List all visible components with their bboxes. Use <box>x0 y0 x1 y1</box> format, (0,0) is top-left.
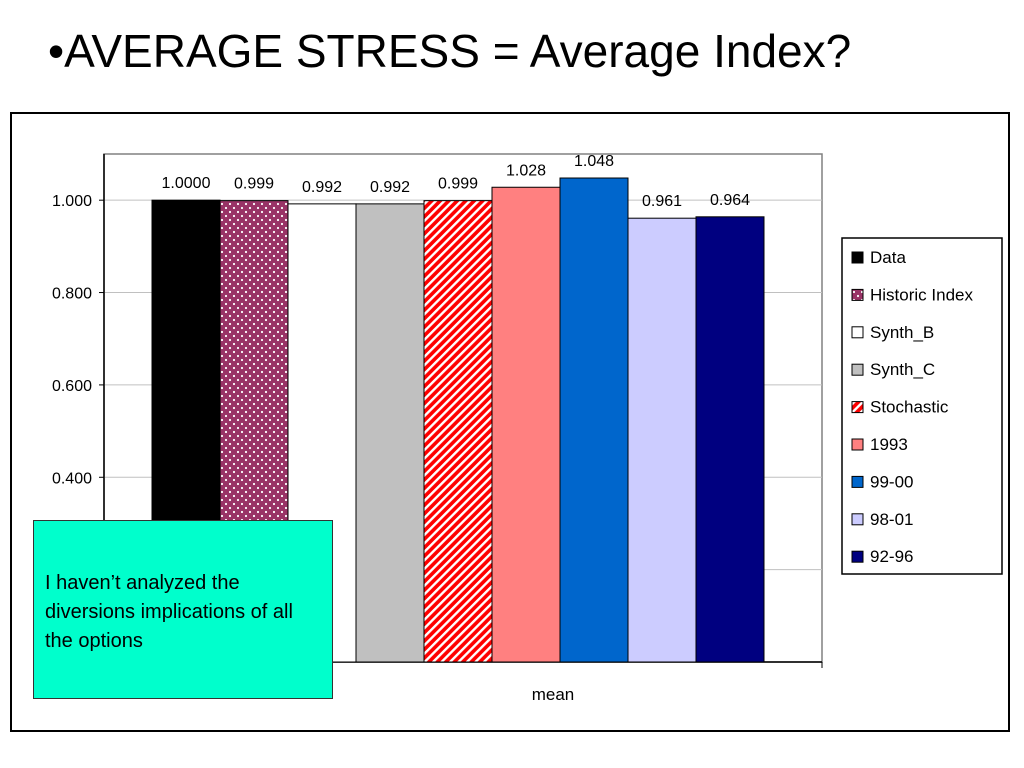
y-tick-label: 0.400 <box>52 470 92 487</box>
legend-label: 99-00 <box>870 472 913 491</box>
data-label: 1.028 <box>506 162 546 179</box>
data-label: 0.992 <box>370 179 410 196</box>
bar-1993 <box>491 186 561 663</box>
legend-swatch <box>851 363 864 376</box>
slide-title: •AVERAGE STRESS = Average Index? <box>48 25 852 77</box>
y-tick-label: 0.600 <box>52 378 92 395</box>
bar-99-00 <box>559 177 629 663</box>
legend-label: 92-96 <box>870 547 913 566</box>
legend-swatch <box>851 513 864 526</box>
y-tick-label: 0.800 <box>52 286 92 303</box>
bar-98-01 <box>627 217 697 663</box>
data-label: 1.0000 <box>162 175 211 192</box>
data-label: 1.048 <box>574 153 614 170</box>
legend-label: Stochastic <box>870 398 949 417</box>
data-label: 0.961 <box>642 193 682 210</box>
legend-box <box>841 237 1003 575</box>
legend-swatch <box>851 401 864 414</box>
legend-swatch <box>851 475 864 488</box>
legend-label: Synth_B <box>870 323 934 342</box>
legend-swatch <box>851 326 864 339</box>
legend-label: 1993 <box>870 435 908 454</box>
data-label: 0.992 <box>302 179 342 196</box>
legend-swatch <box>851 251 864 264</box>
legend-swatch <box>851 438 864 451</box>
legend-swatch <box>851 550 864 563</box>
legend-label: Data <box>870 248 906 267</box>
legend-label: Historic Index <box>870 285 973 304</box>
data-label: 0.999 <box>438 176 478 193</box>
legend-label: 98-01 <box>870 510 913 529</box>
data-label: 0.964 <box>710 192 750 209</box>
bar-stochastic <box>423 200 493 663</box>
note-box: I haven’t analyzed the diversions implic… <box>33 520 333 699</box>
bar-synth-c <box>355 203 425 663</box>
data-label: 0.999 <box>234 176 274 193</box>
y-tick-label: 1.000 <box>52 193 92 210</box>
legend-label: Synth_C <box>870 360 935 379</box>
x-category-label: mean <box>532 685 575 704</box>
bar-92-96 <box>695 216 765 663</box>
legend-swatch <box>851 288 864 301</box>
